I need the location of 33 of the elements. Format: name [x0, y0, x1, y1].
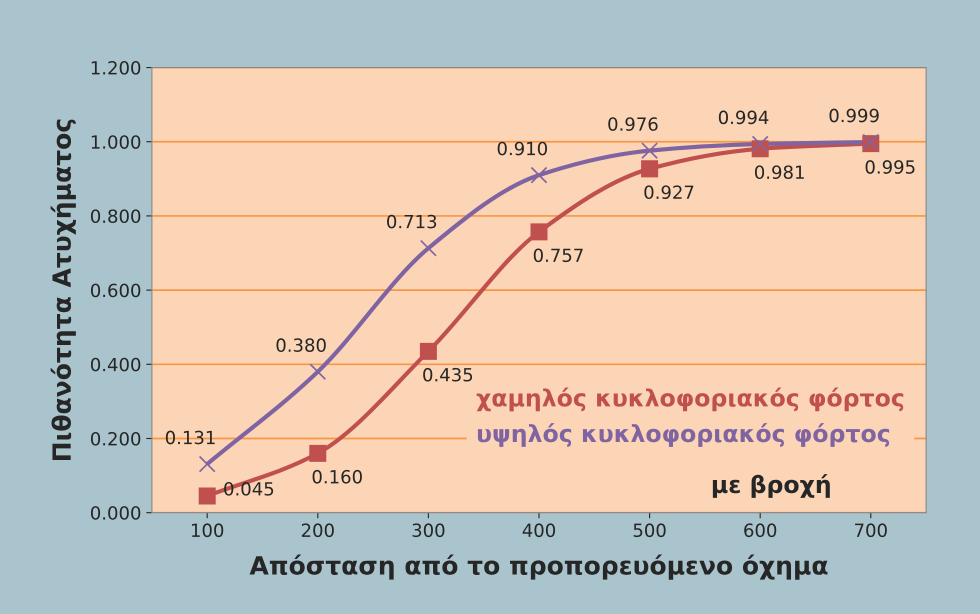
annotation: με βροχή [712, 474, 830, 498]
y-tick-label: 1.200 [92, 61, 140, 75]
data-label: 0.713 [387, 214, 436, 228]
data-label: 0.995 [866, 160, 915, 174]
y-tick-label: 1.000 [92, 135, 140, 149]
text: υψηλός κυκλοφοριακός φόρτος [478, 423, 890, 447]
y-tick-label: 0.200 [90, 432, 140, 446]
text: χαμηλός κυκλοφοριακός φόρτος [476, 388, 904, 412]
x-tick-label: 500 [634, 523, 666, 538]
data-label: 0.380 [276, 338, 326, 352]
data-label: 0.976 [608, 117, 658, 131]
data-label: 0.160 [312, 470, 362, 484]
y-tick-label: 0.400 [90, 358, 140, 372]
data-label: 0.131 [166, 430, 215, 444]
data-label: 0.927 [644, 185, 694, 200]
y-tick-label: 0.000 [90, 506, 140, 520]
x-axis-title: Απόσταση από το προπορευόμενο όχημα [250, 554, 828, 580]
data-label: 0.999 [829, 108, 879, 122]
x-tick-label: 400 [522, 523, 556, 538]
data-label: 0.435 [423, 368, 472, 382]
data-label: 0.994 [718, 110, 768, 124]
y-axis-title: Πιθανότητα Ατυχήματος [50, 120, 76, 460]
data-label: 0.910 [498, 142, 547, 156]
y-tick-label: 0.600 [90, 284, 140, 298]
data-label: 0.757 [534, 248, 583, 262]
x-tick-label: 100 [192, 523, 224, 538]
data-label: 0.981 [754, 165, 804, 180]
x-tick-label: 700 [855, 523, 887, 538]
x-tick-label: 200 [302, 523, 334, 538]
x-tick-label: 600 [744, 523, 776, 538]
x-tick-label: 300 [412, 523, 444, 538]
data-label: 0.045 [224, 482, 274, 496]
y-tick-label: 0.800 [90, 209, 140, 224]
